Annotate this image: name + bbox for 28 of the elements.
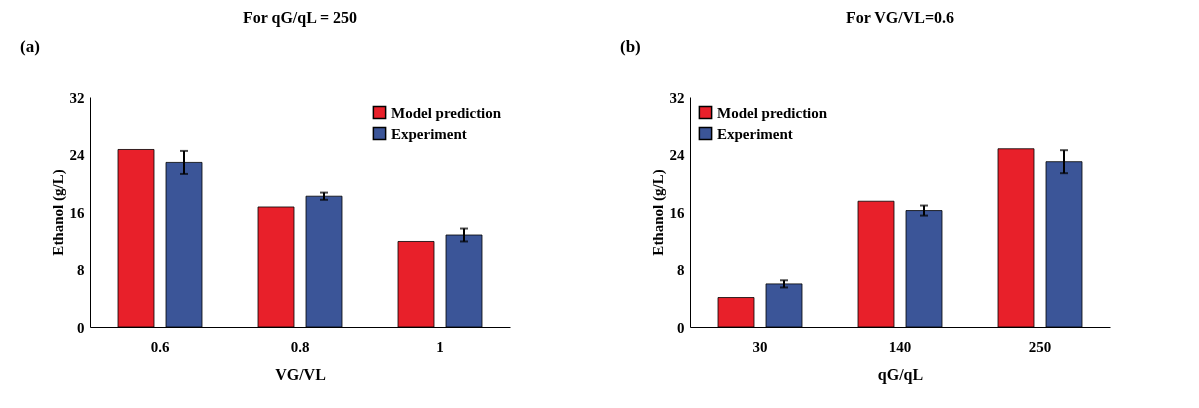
y-tick-label: 0 xyxy=(77,319,85,336)
y-tick-label: 24 xyxy=(69,147,85,163)
legend-label: Experiment xyxy=(717,125,793,142)
y-tick-label: 24 xyxy=(669,147,685,163)
chart-title: For VG/VL=0.6 xyxy=(845,9,955,26)
x-axis-title: VG/VL xyxy=(275,365,326,383)
y-tick-label: 0 xyxy=(677,319,685,336)
y-tick-label: 32 xyxy=(69,89,85,106)
x-tick-label: 0.6 xyxy=(150,338,170,355)
x-tick-label: 250 xyxy=(1028,338,1052,355)
text: (a) xyxy=(20,37,40,56)
legend-label: Experiment xyxy=(391,125,467,142)
y-tick-label: 8 xyxy=(77,262,85,278)
legend-label: Model prediction xyxy=(391,104,502,121)
y-tick-label: 16 xyxy=(69,204,85,221)
y-tick-label: 8 xyxy=(677,262,685,278)
y-axis-title: Ethanol (g/L) xyxy=(649,169,667,256)
y-tick-label: 16 xyxy=(669,204,685,221)
x-tick-label: 1 xyxy=(436,338,444,355)
chart-title: For qG/qL = 250 xyxy=(242,9,358,27)
x-tick-label: 30 xyxy=(752,338,768,355)
x-tick-label: 0.8 xyxy=(290,338,310,355)
text: (b) xyxy=(620,37,641,56)
y-tick-label: 32 xyxy=(669,89,685,106)
x-axis-title: qG/qL xyxy=(877,365,924,384)
y-axis-title: Ethanol (g/L) xyxy=(49,169,67,256)
legend-label: Model prediction xyxy=(717,104,828,121)
x-tick-label: 140 xyxy=(888,338,912,355)
